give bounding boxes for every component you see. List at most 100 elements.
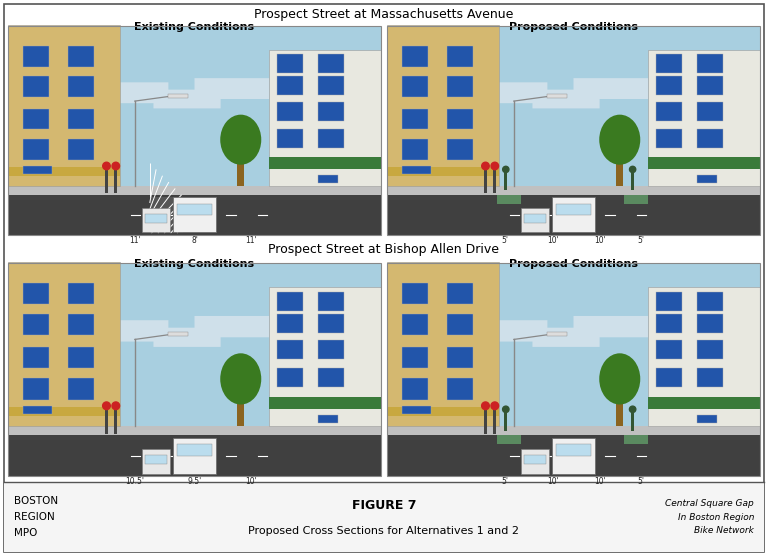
Bar — [269, 287, 381, 426]
Circle shape — [630, 406, 636, 413]
Bar — [68, 139, 94, 160]
Bar — [648, 397, 760, 409]
Bar — [624, 435, 648, 444]
FancyBboxPatch shape — [465, 82, 548, 103]
Bar — [505, 411, 507, 431]
Bar — [276, 314, 303, 333]
Bar — [631, 411, 634, 431]
Bar — [173, 197, 216, 232]
FancyBboxPatch shape — [574, 78, 648, 99]
Bar — [173, 438, 216, 474]
Bar — [276, 368, 303, 387]
Bar — [697, 129, 723, 148]
Bar — [237, 156, 244, 186]
Bar — [387, 195, 760, 235]
Bar — [656, 129, 682, 148]
Bar — [318, 314, 344, 333]
Text: Prospect Street at Massachusetts Avenue: Prospect Street at Massachusetts Avenue — [254, 8, 514, 21]
Bar — [276, 340, 303, 359]
FancyBboxPatch shape — [194, 78, 269, 99]
Bar — [402, 166, 431, 173]
Bar — [8, 195, 381, 235]
Bar — [402, 314, 428, 335]
Text: Existing Conditions: Existing Conditions — [134, 259, 254, 269]
Bar — [552, 438, 595, 474]
Bar — [524, 214, 547, 223]
Bar — [656, 76, 682, 95]
Bar — [493, 408, 496, 434]
Bar — [318, 102, 344, 121]
Bar — [387, 426, 760, 435]
Circle shape — [630, 166, 636, 172]
Bar — [105, 168, 108, 193]
Bar — [402, 283, 428, 304]
Text: 10': 10' — [594, 236, 606, 245]
Bar — [8, 261, 120, 426]
Bar — [387, 435, 760, 476]
Bar — [656, 291, 682, 311]
Bar — [167, 332, 188, 336]
Bar — [8, 25, 120, 186]
Bar — [150, 197, 184, 233]
Bar — [318, 368, 344, 387]
Bar — [521, 208, 549, 232]
Bar — [552, 197, 595, 232]
Bar — [68, 314, 94, 335]
Text: 9.5': 9.5' — [187, 477, 202, 486]
Bar — [631, 171, 634, 190]
Bar — [145, 214, 167, 223]
Bar — [68, 347, 94, 368]
Bar — [648, 50, 760, 186]
Bar — [8, 407, 120, 416]
Bar — [387, 167, 499, 176]
Bar — [387, 25, 499, 186]
Bar — [276, 129, 303, 148]
Bar — [387, 26, 760, 235]
Bar — [524, 455, 547, 464]
Bar — [697, 314, 723, 333]
Bar — [8, 262, 381, 476]
Bar — [697, 102, 723, 121]
Bar — [387, 262, 760, 426]
Bar — [318, 54, 344, 73]
Bar — [8, 435, 381, 476]
Bar — [23, 378, 49, 400]
Bar — [402, 347, 428, 368]
Ellipse shape — [220, 115, 261, 165]
Bar — [23, 139, 49, 160]
Bar — [547, 332, 567, 336]
FancyBboxPatch shape — [532, 327, 600, 347]
Bar — [447, 76, 473, 97]
Bar — [656, 102, 682, 121]
Text: 10': 10' — [245, 477, 257, 486]
Bar — [145, 455, 167, 464]
FancyBboxPatch shape — [532, 90, 600, 108]
Text: FIGURE 7: FIGURE 7 — [352, 499, 416, 512]
Text: 11': 11' — [246, 236, 257, 245]
Text: 10': 10' — [547, 236, 558, 245]
Text: BOSTON
REGION
MPO: BOSTON REGION MPO — [14, 497, 58, 538]
Bar — [387, 407, 499, 416]
Text: Proposed Conditions: Proposed Conditions — [509, 22, 638, 32]
Bar — [318, 291, 344, 311]
Bar — [114, 408, 118, 434]
Bar — [697, 175, 717, 183]
Ellipse shape — [599, 115, 641, 165]
Ellipse shape — [220, 353, 261, 405]
Circle shape — [491, 162, 498, 170]
Text: 5': 5' — [502, 236, 508, 245]
FancyBboxPatch shape — [86, 82, 168, 103]
Bar — [177, 444, 212, 456]
Bar — [624, 195, 648, 203]
Bar — [177, 203, 212, 215]
Bar — [318, 175, 339, 183]
Bar — [68, 76, 94, 97]
Circle shape — [103, 402, 111, 410]
Bar — [617, 156, 623, 186]
Circle shape — [502, 406, 509, 413]
Bar — [402, 139, 428, 160]
Text: 10': 10' — [547, 477, 558, 486]
FancyBboxPatch shape — [86, 320, 168, 341]
Text: 5': 5' — [502, 477, 508, 486]
Bar — [68, 283, 94, 304]
